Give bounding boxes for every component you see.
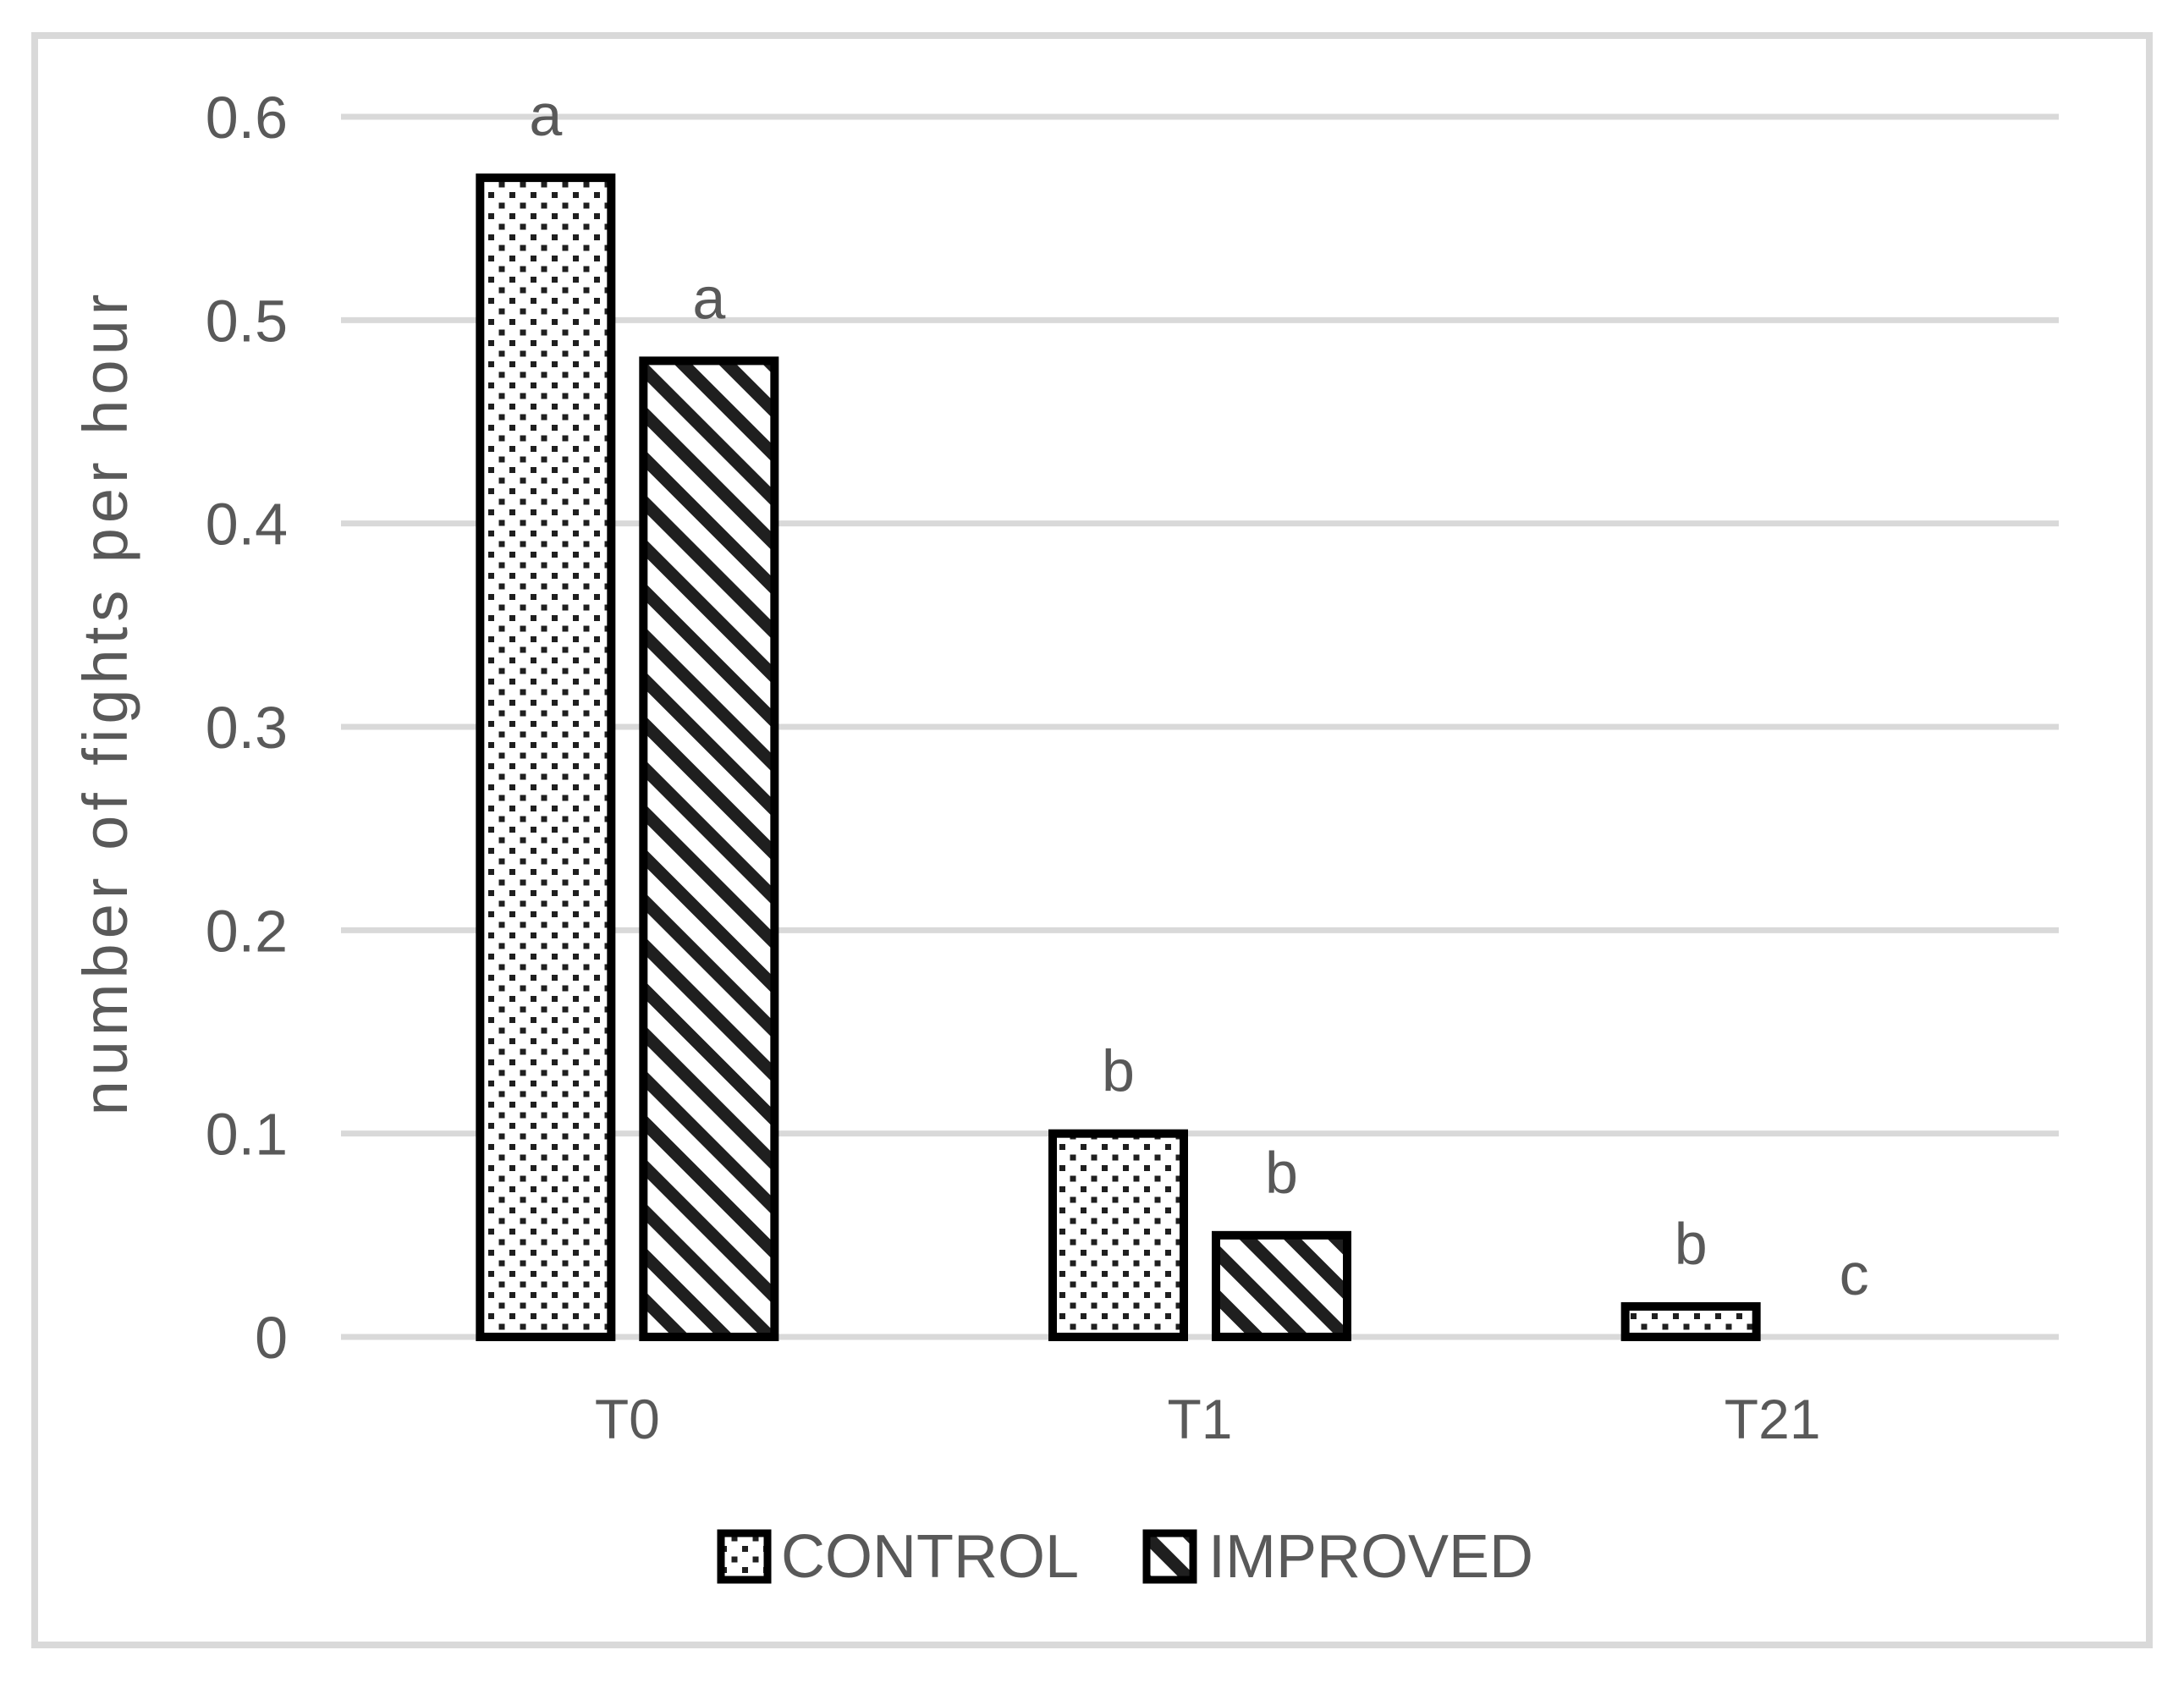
y-tick-label: 0.4 bbox=[206, 492, 288, 558]
significance-letter-improved-t0: a bbox=[692, 265, 725, 331]
x-category-label: T21 bbox=[1725, 1388, 1821, 1450]
significance-letter-control-t0: a bbox=[529, 82, 562, 148]
significance-letter-improved-t1: b bbox=[1265, 1140, 1298, 1206]
bar-control-t21 bbox=[1620, 1301, 1761, 1341]
bar-improved-t0 bbox=[639, 356, 779, 1341]
y-tick-label: 0.5 bbox=[206, 288, 288, 354]
y-tick-label: 0.3 bbox=[206, 695, 288, 761]
significance-letter-control-t21: b bbox=[1675, 1211, 1708, 1277]
x-category-label: T0 bbox=[595, 1388, 660, 1450]
gridlines-layer bbox=[341, 113, 2059, 1340]
x-axis-category-labels: T0 T1 T21 bbox=[595, 1388, 1821, 1450]
significance-letter-control-t1: b bbox=[1102, 1038, 1135, 1104]
y-tick-label: 0 bbox=[255, 1305, 288, 1371]
bar-control-t0 bbox=[476, 173, 616, 1342]
legend-label-control: CONTROL bbox=[781, 1523, 1079, 1591]
significance-letter-improved-t21: c bbox=[1840, 1241, 1869, 1307]
legend-swatch-improved bbox=[1142, 1529, 1197, 1584]
y-tick-label: 0.6 bbox=[206, 85, 288, 151]
bars-layer bbox=[476, 173, 1761, 1342]
significance-letters-layer: a a b b b c bbox=[529, 82, 1868, 1307]
legend-label-improved: IMPROVED bbox=[1208, 1523, 1533, 1591]
legend-swatch-control bbox=[717, 1529, 772, 1584]
legend: CONTROL IMPROVED bbox=[717, 1523, 1533, 1591]
y-tick-label: 0.2 bbox=[206, 898, 288, 964]
y-axis-title: number of fights per hour bbox=[70, 289, 140, 1116]
y-tick-label: 0.1 bbox=[206, 1102, 288, 1168]
y-axis-tick-labels: 0 0.1 0.2 0.3 0.4 0.5 0.6 bbox=[206, 85, 288, 1371]
bar-control-t1 bbox=[1048, 1129, 1188, 1341]
x-category-label: T1 bbox=[1167, 1388, 1232, 1450]
bar-improved-t1 bbox=[1212, 1230, 1351, 1342]
chart-frame-border bbox=[31, 32, 2153, 1648]
